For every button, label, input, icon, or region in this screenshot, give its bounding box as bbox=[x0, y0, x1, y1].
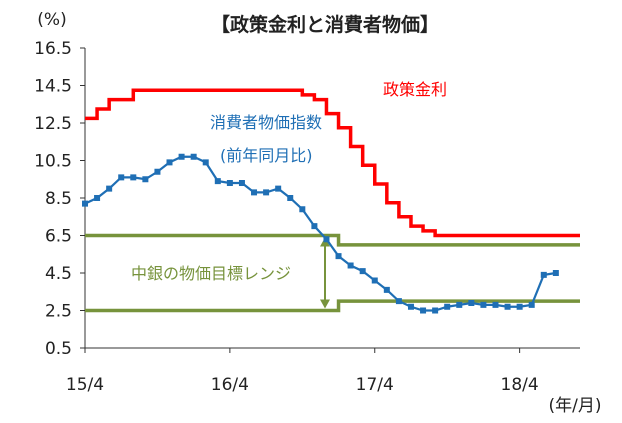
cpi-point bbox=[299, 206, 306, 213]
cpi-point bbox=[420, 307, 427, 314]
cpi-point bbox=[323, 236, 330, 243]
x-tick-label: 17/4 bbox=[356, 375, 394, 395]
cpi-point bbox=[383, 286, 390, 293]
cpi-point bbox=[347, 262, 354, 269]
cpi-point bbox=[94, 195, 101, 201]
cpi-point bbox=[492, 301, 499, 308]
y-tick-label: 16.5 bbox=[34, 39, 72, 59]
chart-title: 【政策金利と消費者物価】 bbox=[211, 13, 439, 36]
target-range-upper-line bbox=[85, 233, 580, 247]
x-tick-labels: 15/4 16/4 17/4 18/4 bbox=[66, 375, 539, 395]
y-tick-label: 6.5 bbox=[45, 227, 72, 247]
y-tick-label: 14.5 bbox=[34, 77, 72, 97]
y-tick-label: 12.5 bbox=[34, 114, 72, 134]
cpi-point bbox=[142, 176, 149, 183]
cpi-point bbox=[432, 307, 439, 314]
policy-rate-line bbox=[85, 88, 580, 238]
cpi-point bbox=[528, 301, 535, 308]
cpi-point bbox=[118, 174, 125, 181]
target-range-legend-label: 中銀の物価目標レンジ bbox=[131, 264, 291, 283]
y-tick-label: 2.5 bbox=[45, 302, 72, 322]
policy-rate-legend-label: 政策金利 bbox=[383, 80, 447, 99]
cpi-point bbox=[251, 189, 258, 196]
cpi-point bbox=[166, 159, 173, 166]
target-range-lower-line bbox=[85, 299, 580, 313]
cpi-point bbox=[275, 185, 282, 192]
y-tick-label: 10.5 bbox=[34, 152, 72, 172]
cpi-point bbox=[540, 271, 547, 278]
y-tick-label: 4.5 bbox=[45, 264, 72, 284]
cpi-point bbox=[359, 268, 366, 275]
target-range-arrow-head-down bbox=[320, 299, 330, 309]
cpi-point bbox=[468, 300, 475, 306]
y-tick-label: 8.5 bbox=[45, 189, 72, 209]
cpi-legend-sublabel: (前年同月比) bbox=[220, 146, 313, 165]
cpi-point bbox=[504, 303, 511, 310]
cpi-point bbox=[480, 301, 487, 308]
cpi-point bbox=[407, 303, 414, 310]
cpi-line bbox=[84, 155, 557, 312]
cpi-point bbox=[214, 178, 221, 185]
axes bbox=[80, 47, 580, 353]
cpi-point bbox=[202, 159, 209, 166]
x-tick-label: 16/4 bbox=[211, 375, 249, 395]
series-layer bbox=[82, 88, 580, 314]
cpi-point bbox=[395, 298, 402, 305]
cpi-point bbox=[335, 253, 342, 260]
cpi-legend-label: 消費者物価指数 bbox=[210, 113, 322, 132]
cpi-point bbox=[311, 223, 318, 230]
cpi-point bbox=[444, 303, 451, 310]
cpi-point bbox=[130, 174, 137, 181]
cpi-point bbox=[82, 200, 88, 207]
y-tick-label: 0.5 bbox=[45, 339, 72, 359]
y-tick-labels: 16.5 14.5 12.5 10.5 8.5 6.5 4.5 2.5 0.5 bbox=[34, 39, 72, 359]
cpi-point bbox=[106, 185, 113, 192]
cpi-point bbox=[263, 189, 270, 196]
cpi-point bbox=[238, 180, 245, 186]
x-tick-label: 18/4 bbox=[501, 375, 539, 395]
cpi-point bbox=[178, 153, 185, 160]
cpi-point bbox=[552, 270, 559, 276]
cpi-point bbox=[226, 180, 233, 186]
cpi-point bbox=[516, 303, 523, 310]
cpi-point bbox=[190, 153, 197, 160]
cpi-point bbox=[456, 301, 463, 308]
x-tick-label: 15/4 bbox=[66, 375, 104, 395]
cpi-point bbox=[287, 195, 294, 201]
cpi-point bbox=[154, 168, 161, 175]
cpi-point bbox=[371, 277, 378, 284]
y-axis-label: (%) bbox=[37, 10, 66, 30]
x-axis-label: (年/月) bbox=[549, 396, 602, 416]
